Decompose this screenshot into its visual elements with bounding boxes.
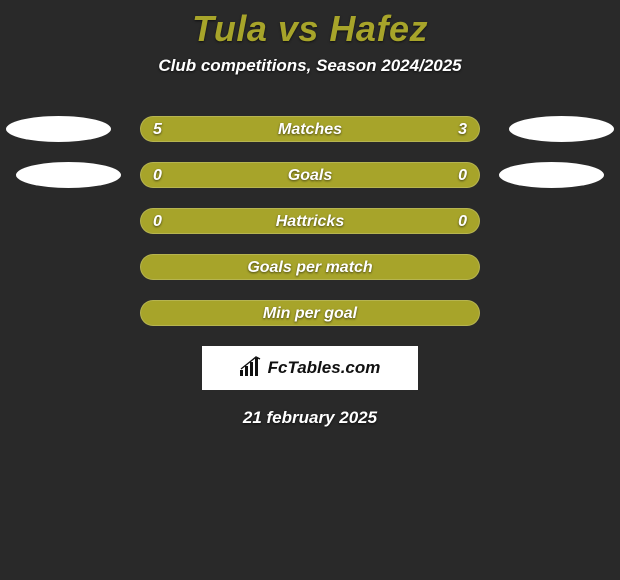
stat-label: Goals: [141, 163, 479, 189]
date-label: 21 february 2025: [0, 408, 620, 428]
brand-badge[interactable]: FcTables.com: [202, 346, 418, 390]
page-title: Tula vs Hafez: [0, 0, 620, 50]
right-ellipse: [499, 162, 604, 188]
left-ellipse: [6, 116, 111, 142]
stat-row: Goals per match: [0, 254, 620, 280]
stat-row: 5 Matches 3: [0, 116, 620, 142]
stat-label: Hattricks: [141, 209, 479, 235]
right-value: 3: [458, 117, 467, 143]
right-value: 0: [458, 163, 467, 189]
left-ellipse: [16, 162, 121, 188]
right-ellipse: [509, 116, 614, 142]
stat-pill-hattricks: 0 Hattricks 0: [140, 208, 480, 234]
brand-text: FcTables.com: [268, 358, 381, 378]
chart-icon: [240, 356, 262, 381]
right-value: 0: [458, 209, 467, 235]
stat-pill-matches: 5 Matches 3: [140, 116, 480, 142]
stat-row: 0 Goals 0: [0, 162, 620, 188]
stat-pill-mpg: Min per goal: [140, 300, 480, 326]
stat-label: Min per goal: [141, 301, 479, 327]
stat-row: 0 Hattricks 0: [0, 208, 620, 234]
stat-label: Goals per match: [141, 255, 479, 281]
stats-block: 5 Matches 3 0 Goals 0 0 Hattricks 0: [0, 116, 620, 326]
stat-pill-gpm: Goals per match: [140, 254, 480, 280]
comparison-card: Tula vs Hafez Club competitions, Season …: [0, 0, 620, 580]
stat-row: Min per goal: [0, 300, 620, 326]
stat-label: Matches: [141, 117, 479, 143]
subtitle: Club competitions, Season 2024/2025: [0, 56, 620, 76]
stat-pill-goals: 0 Goals 0: [140, 162, 480, 188]
